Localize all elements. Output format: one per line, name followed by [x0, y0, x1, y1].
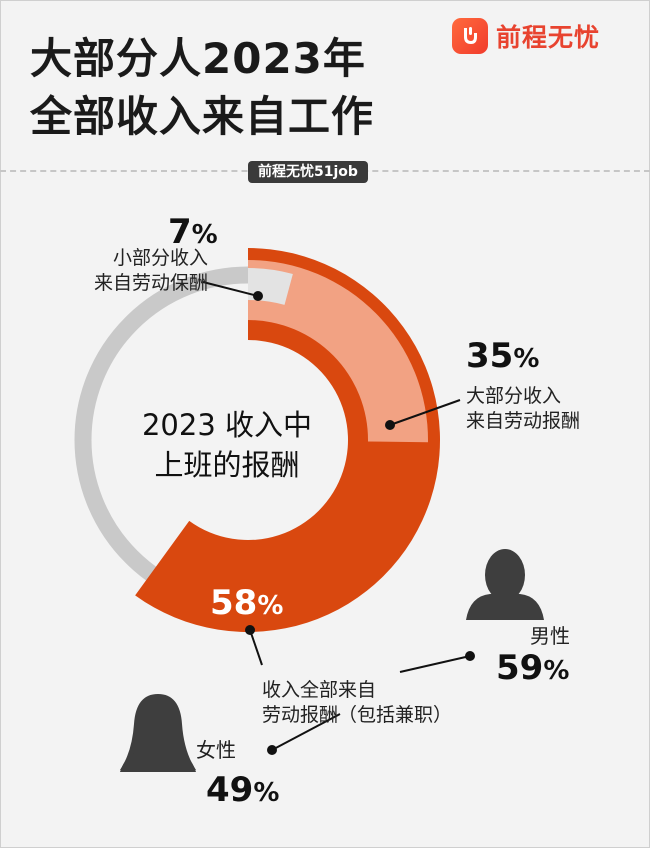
leader-line-small [202, 281, 259, 297]
marker-dot-small [253, 291, 263, 301]
desc-label-mid: 大部分收入 来自劳动报酬 [466, 385, 581, 432]
marker-dot-male [465, 651, 475, 661]
female-person-icon [120, 694, 196, 772]
marker-dot-female [267, 745, 277, 755]
leader-line-male [399, 655, 471, 673]
marker-dot-mid [385, 420, 395, 430]
chart-band-majority [248, 260, 428, 443]
male-label: 男性 [530, 624, 570, 648]
title-line-1: 大部分人2023年 [30, 34, 366, 83]
male-person-icon [466, 549, 544, 620]
marker-dot-big [245, 625, 255, 635]
source-tag: 前程无忧51job [248, 161, 368, 183]
female-pct: 49% [206, 770, 280, 810]
brand-logo: 前程无忧 [452, 16, 600, 56]
desc-label-big: 收入全部来自 劳动报酬（包括兼职） [262, 679, 453, 726]
hand-logo-icon [452, 18, 488, 54]
center-label-line-2: 上班的报酬 [154, 448, 300, 482]
pct-label-big: 58% [210, 583, 284, 623]
page-title: 大部分人2023年 全部收入来自工作 [30, 30, 374, 146]
pct-label-mid: 35% [466, 336, 540, 376]
leader-line-big [249, 629, 263, 666]
leader-line-mid [389, 399, 461, 426]
pct-label-small: 7% [168, 212, 218, 252]
female-label: 女性 [196, 738, 236, 762]
leader-line-female [271, 713, 341, 751]
center-label-line-1: 2023 收入中 [141, 408, 313, 442]
chart-center-label: 2023 收入中 上班的报酬 [112, 405, 342, 485]
title-line-2: 全部收入来自工作 [30, 92, 375, 141]
male-pct: 59% [496, 648, 570, 688]
brand-name: 前程无忧 [496, 23, 601, 52]
desc-label-small: 小部分收入 来自劳动保酬 [93, 247, 208, 294]
